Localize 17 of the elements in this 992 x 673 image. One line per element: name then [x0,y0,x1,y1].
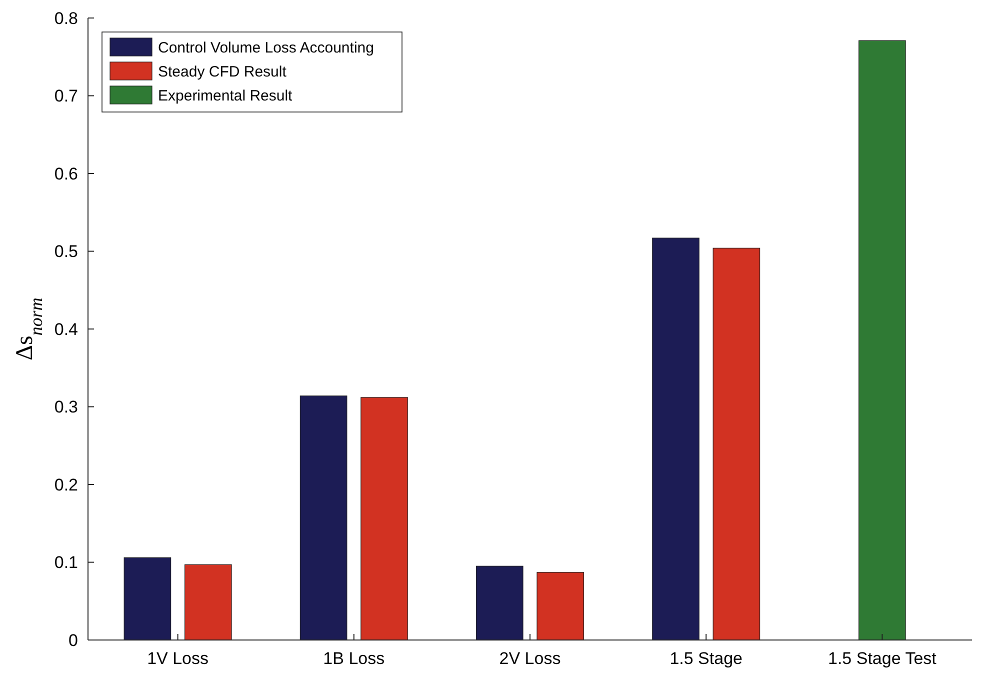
legend-label: Experimental Result [158,87,294,104]
y-tick-label: 0.7 [54,86,78,106]
x-tick-label: 1.5 Stage [670,649,742,668]
x-tick-label: 1B Loss [323,649,385,668]
legend-label: Steady CFD Result [158,63,288,80]
x-tick-label: 2V Loss [499,649,561,668]
y-tick-label: 0.6 [54,164,78,184]
y-tick-label: 0.1 [54,553,78,572]
legend-label: Control Volume Loss Accounting [158,39,374,56]
y-tick-label: 0.2 [54,475,78,494]
y-tick-label: 0.5 [54,242,78,262]
y-tick-label: 0.3 [54,398,78,417]
x-tick-label: 1.5 Stage Test [828,649,937,668]
x-tick-label: 1V Loss [147,649,209,668]
y-tick-label: 0 [68,630,78,650]
y-tick-label: 0.4 [54,320,78,339]
y-tick-label: 0.8 [54,8,78,28]
